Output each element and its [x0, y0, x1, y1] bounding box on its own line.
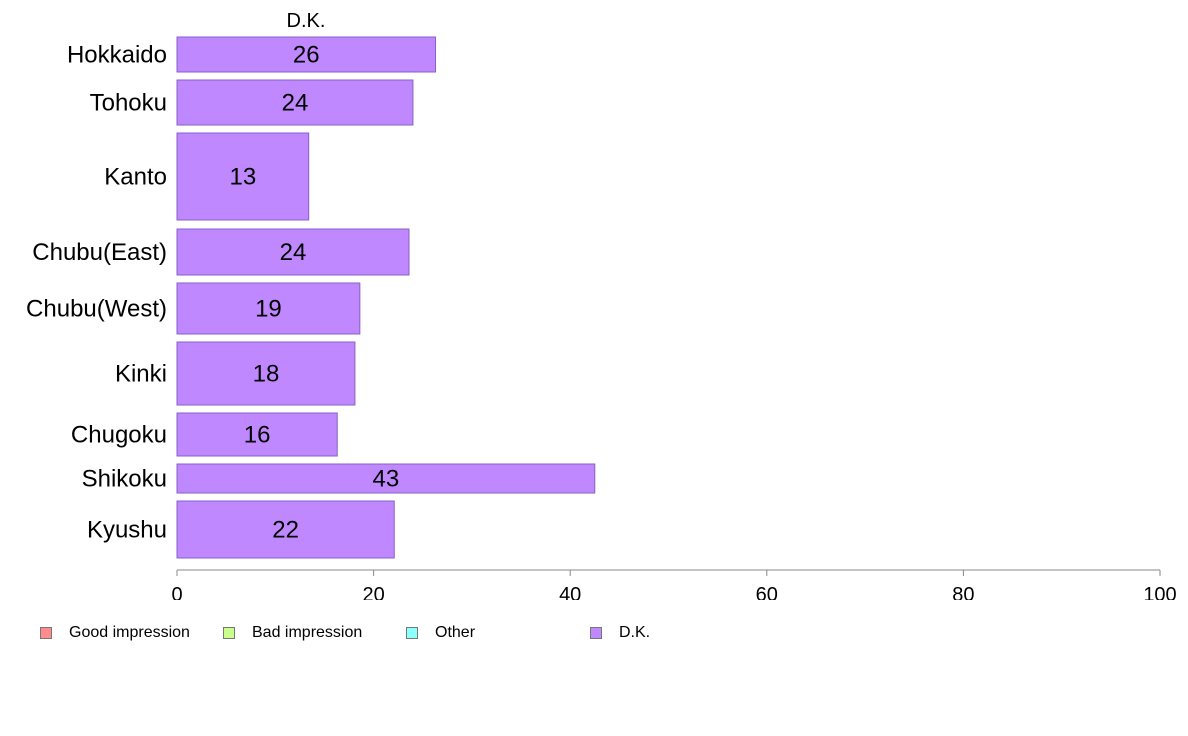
- x-tick-label: 0: [171, 584, 182, 600]
- legend-label: Bad impression: [252, 624, 363, 641]
- bar-tohoku: [176, 79, 414, 126]
- category-label: Kinki: [115, 361, 167, 388]
- category-label: Chubu(West): [26, 296, 167, 323]
- bar-value-label: 16: [244, 422, 271, 449]
- bar-value-label: 24: [282, 90, 309, 117]
- x-axis: 0 20 40 60 80 100: [171, 569, 1177, 600]
- category-label: Chugoku: [71, 422, 167, 449]
- category-label: Shikoku: [82, 466, 167, 493]
- bar-shikoku: [176, 463, 596, 494]
- legend-swatch: [590, 627, 602, 639]
- bar-kanto: [176, 132, 310, 221]
- category-label: Hokkaido: [67, 42, 167, 69]
- legend-item: Bad impression: [223, 624, 362, 642]
- legend-item: Other: [406, 624, 475, 642]
- legend-label: D.K.: [619, 624, 651, 641]
- legend-swatch: [406, 627, 418, 639]
- bar-value-label: 22: [272, 517, 299, 544]
- x-tick-label: 20: [362, 584, 384, 600]
- category-label: Kyushu: [87, 517, 167, 544]
- bar-value-label: 24: [280, 239, 307, 266]
- legend-label: Other: [435, 624, 476, 641]
- category-label: Chubu(East): [32, 239, 167, 266]
- bar-value-label: 18: [253, 361, 280, 388]
- bar-chubu-east: [176, 228, 410, 276]
- bars-layer: Hokkaido 26 Tohoku 24 Kanto 13 Chubu(East) 24 Ch…: [26, 36, 596, 559]
- series-title: D.K.: [287, 10, 326, 32]
- legend-label: Good impression: [69, 624, 190, 641]
- bar-chart: D.K. Hokkaido 26 Tohoku 24 Kanto 13 Chubu(East…: [26, 10, 1177, 600]
- bar-kinki: [176, 341, 356, 406]
- legend-item: D.K.: [590, 624, 650, 642]
- x-tick-label: 60: [756, 584, 778, 600]
- category-label: Kanto: [104, 164, 167, 191]
- legend-item: Good impression: [40, 624, 190, 642]
- x-tick-label: 100: [1143, 584, 1176, 600]
- category-label: Tohoku: [90, 90, 167, 117]
- bar-value-label: 43: [373, 466, 400, 493]
- bar-chugoku: [176, 412, 338, 457]
- x-tick-label: 40: [559, 584, 581, 600]
- legend: Good impression Bad impression Other D.K.: [40, 624, 740, 646]
- bar-hokkaido: [176, 36, 437, 73]
- bar-value-label: 19: [255, 296, 282, 323]
- legend-swatch: [40, 627, 52, 639]
- bar-value-label: 13: [230, 164, 257, 191]
- bar-kyushu: [176, 500, 395, 559]
- x-tick-label: 80: [952, 584, 974, 600]
- legend-swatch: [223, 627, 235, 639]
- bar-value-label: 26: [293, 42, 320, 69]
- bar-chubu-west: [176, 282, 361, 335]
